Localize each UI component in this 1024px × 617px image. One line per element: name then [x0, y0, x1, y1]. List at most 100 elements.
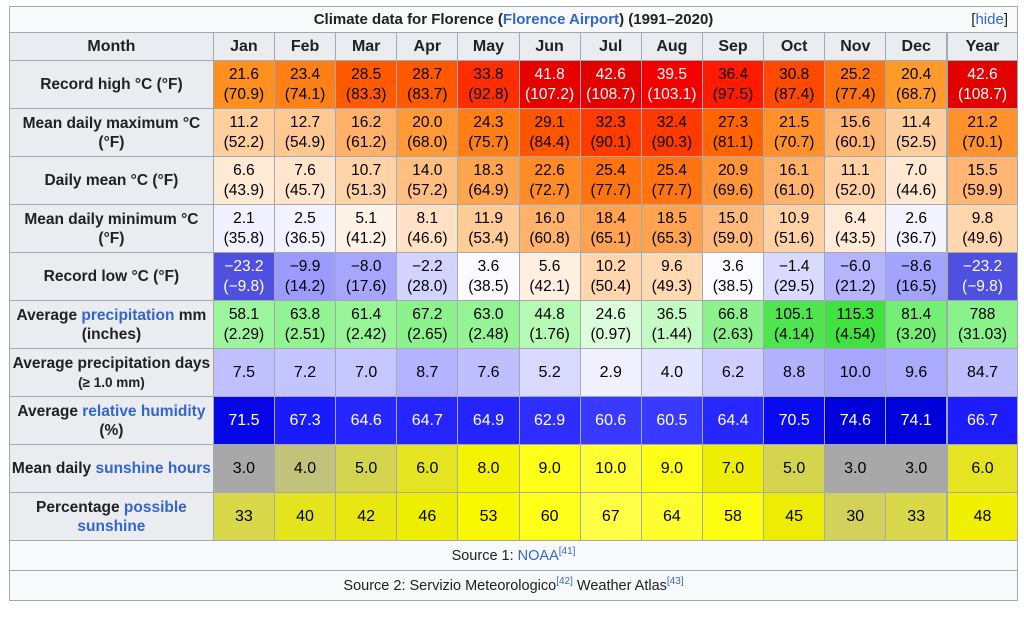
cell-may: 8.0: [457, 444, 520, 493]
year-header: Year: [946, 32, 1019, 61]
cell-value-fahrenheit: (49.3): [651, 277, 693, 295]
cell-oct: 30.8 (87.4): [763, 60, 826, 109]
cell-aug: 60.5: [640, 396, 703, 445]
cell-value-fahrenheit: (2.29): [223, 325, 265, 343]
ref-43-link[interactable]: [43]: [666, 575, 684, 587]
cell-dec: 9.6: [885, 348, 948, 397]
cell-value: 27.3: [717, 113, 749, 131]
cell-value-fahrenheit: (17.6): [345, 277, 387, 295]
cell-value: 8.0: [477, 459, 500, 477]
cell-jan: 11.2 (52.2): [212, 108, 275, 157]
row-label-text: Record high °C (°F): [40, 76, 183, 93]
cell-value-fahrenheit: (31.03): [957, 325, 1008, 343]
cell-value: 42: [357, 507, 376, 525]
cell-value: 30: [846, 507, 865, 525]
ref-42-link[interactable]: [42]: [556, 575, 573, 587]
noaa-link[interactable]: NOAA: [517, 547, 559, 564]
cell-dec: −8.6 (16.5): [885, 252, 948, 301]
cell-value-fahrenheit: (42.1): [529, 277, 570, 295]
cell-apr: 6.0: [396, 444, 459, 493]
cell-nov: 74.6: [824, 396, 887, 445]
ref-41-link[interactable]: [41]: [558, 545, 576, 557]
cell-may: 63.0 (2.48): [457, 300, 520, 349]
cell-value-fahrenheit: (4.54): [835, 325, 876, 343]
cell-value-fahrenheit: (28.0): [407, 277, 448, 295]
cell-value-fahrenheit: (1.44): [651, 325, 693, 343]
cell-value: 3.6: [477, 257, 500, 275]
cell-year: 48: [946, 492, 1019, 541]
cell-value: 15.5: [967, 161, 998, 179]
cell-value-fahrenheit: (103.1): [647, 85, 697, 103]
florence-airport-link[interactable]: Florence Airport: [502, 11, 620, 28]
cell-value: 32.3: [595, 113, 626, 131]
source2-row: Source 2: Servizio Meteorologico[42] Wea…: [9, 570, 1018, 601]
cell-apr: 67.2 (2.65): [396, 300, 459, 349]
cell-oct: 16.1 (61.0): [763, 156, 826, 205]
cell-dec: 3.0: [885, 444, 948, 493]
cell-value: 74.6: [839, 411, 871, 429]
cell-value-fahrenheit: (50.4): [590, 277, 631, 295]
cell-jun: 62.9: [518, 396, 581, 445]
cell-aug: 39.5 (103.1): [640, 60, 703, 109]
cell-value: 67.2: [412, 305, 443, 323]
cell-value: 4.0: [293, 459, 317, 477]
row-average-precipitation: Average precipitation mm (inches) 58.1 (2.…: [9, 300, 1019, 349]
caption-prefix: Climate data for Florence (: [313, 11, 503, 28]
cell-value: 11.2: [229, 113, 259, 131]
cell-value-fahrenheit: (70.9): [223, 85, 265, 103]
cell-value-fahrenheit: (83.3): [345, 85, 387, 103]
cell-value: 64.9: [472, 411, 505, 429]
cell-value-fahrenheit: (52.2): [223, 133, 265, 151]
hide-link[interactable]: hide: [975, 11, 1004, 28]
cell-value-fahrenheit: (68.0): [407, 133, 448, 151]
cell-value-fahrenheit: (70.1): [962, 133, 1003, 151]
cell-value-fahrenheit: (52.5): [895, 133, 937, 151]
row-label-percentage-possible-sunshine: Percentage possible sunshine: [9, 492, 214, 541]
cell-jul: 10.0: [579, 444, 642, 493]
caption-row: Climate data for Florence (Florence Airp…: [9, 6, 1018, 33]
row-label-text: (≥ 1.0 mm): [78, 374, 145, 390]
row-label-link[interactable]: sunshine hours: [95, 460, 211, 477]
cell-sep: 7.0: [701, 444, 765, 493]
month-header-may: May: [457, 32, 520, 61]
cell-nov: 15.6 (60.1): [824, 108, 887, 157]
row-label-mean-daily-minimum: Mean daily minimum °C (°F): [9, 204, 214, 253]
cell-value-fahrenheit: (65.3): [651, 229, 693, 247]
cell-year: 66.7: [946, 396, 1019, 445]
month-header-jun: Jun: [518, 32, 581, 61]
cell-value-fahrenheit: (87.4): [773, 85, 815, 103]
cell-sep: 66.8 (2.63): [701, 300, 765, 349]
cell-year: 42.6 (108.7): [946, 60, 1019, 109]
row-label-text: Average precipitation days: [12, 354, 211, 372]
cell-value: 46: [418, 507, 437, 525]
cell-value: 10.0: [839, 363, 871, 381]
month-header-aug: Aug: [640, 32, 703, 61]
row-label-link[interactable]: precipitation: [81, 306, 175, 324]
cell-value-fahrenheit: (51.3): [345, 181, 387, 199]
cell-value: 2.5: [294, 209, 316, 227]
cell-value: 39.5: [656, 65, 687, 83]
cell-value: 11.9: [473, 209, 503, 227]
row-label-text: Mean daily: [11, 460, 96, 477]
cell-value: 81.4: [901, 305, 932, 323]
row-label-link[interactable]: possible sunshine: [77, 498, 187, 535]
cell-value-fahrenheit: (77.7): [590, 181, 631, 199]
cell-value-fahrenheit: (51.6): [773, 229, 815, 247]
month-header-apr: Apr: [396, 32, 459, 61]
cell-sep: 27.3 (81.1): [701, 108, 765, 157]
cell-mar: 5.0: [335, 444, 398, 493]
cell-jan: 71.5: [212, 396, 275, 445]
cell-value-fahrenheit: (97.5): [712, 85, 754, 103]
cell-value: 20.9: [717, 161, 749, 179]
cell-sep: 6.2: [701, 348, 765, 397]
hide-toggle: [hide]: [971, 11, 1008, 28]
cell-jun: 41.8 (107.2): [518, 60, 581, 109]
cell-value: 60.6: [595, 411, 627, 429]
table-caption: Climate data for Florence (Florence Airp…: [9, 6, 1018, 33]
cell-value-fahrenheit: (77.4): [835, 85, 876, 103]
cell-value: 64: [662, 507, 681, 525]
cell-value: 2.9: [599, 363, 622, 381]
row-label-link[interactable]: relative humidity: [82, 402, 206, 420]
cell-value: 24.3: [473, 113, 504, 131]
cell-mar: 64.6: [335, 396, 398, 445]
